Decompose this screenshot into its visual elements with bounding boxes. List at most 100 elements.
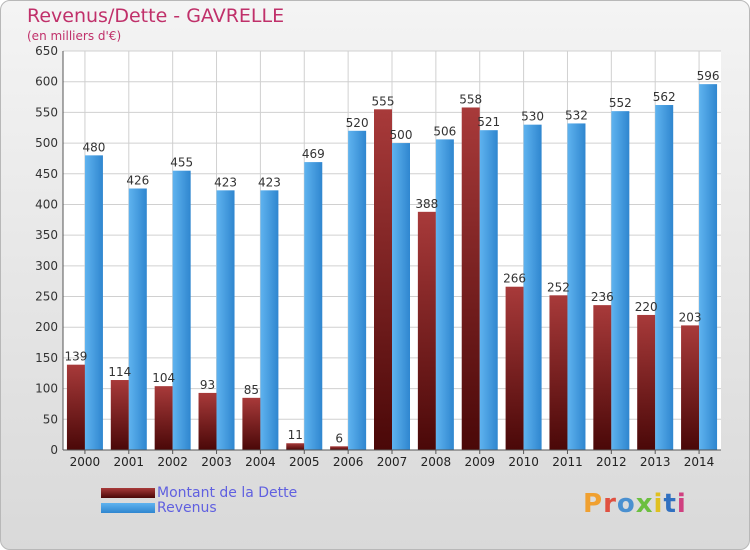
data-label-dette: 388: [415, 197, 438, 211]
legend-swatch-dette: [101, 487, 155, 498]
y-tick-label: 300: [35, 259, 58, 273]
bar-revenus: [128, 188, 147, 451]
bar-revenus: [523, 124, 542, 451]
y-tick-label: 350: [35, 228, 58, 242]
bar-dette: [330, 446, 349, 450]
axes: 0 50 100 150 200 250 300 350 400 450 500 550 600 650 2…: [35, 44, 721, 469]
legend-item-revenus: Revenus: [101, 499, 297, 516]
data-label-dette: 6: [335, 431, 343, 445]
bar-dette: [637, 314, 656, 450]
data-label-revenus: 596: [697, 69, 720, 83]
proxiti-logo: Proxiti: [583, 489, 687, 519]
logo-letter: x: [635, 489, 654, 519]
logo-letter: r: [603, 489, 617, 519]
data-label-dette: 203: [679, 310, 702, 324]
bar-revenus: [567, 123, 586, 451]
data-label-revenus: 562: [653, 90, 676, 104]
legend-item-dette: Montant de la Dette: [101, 484, 298, 501]
data-labels: 139 480 114 426 104 455 93 423 85 423 11 469 6 520555…: [64, 69, 719, 445]
bar-revenus: [216, 190, 235, 450]
x-tick-label: 2009: [464, 455, 495, 469]
data-label-revenus: 480: [82, 140, 105, 154]
data-label-dette: 139: [64, 350, 87, 364]
y-tick-label: 0: [50, 443, 58, 457]
bar-dette: [505, 286, 524, 450]
x-tick-label: 2000: [70, 455, 101, 469]
bar-revenus: [392, 143, 410, 451]
x-tick-label: 2013: [640, 455, 671, 469]
legend-label-dette: Montant de la Dette: [157, 484, 298, 501]
bar-dette: [66, 364, 85, 450]
data-label-revenus: 455: [170, 156, 193, 170]
bar-dette: [681, 325, 700, 450]
data-label-dette: 558: [459, 92, 482, 106]
chart-title: Revenus/Dette - GAVRELLE: [27, 5, 285, 27]
bar-dette: [110, 380, 129, 450]
data-label-revenus: 469: [302, 147, 325, 161]
y-tick-label: 500: [35, 136, 58, 150]
data-label-dette: 220: [635, 300, 658, 314]
bar-revenus: [699, 84, 718, 450]
data-label-dette: 85: [244, 383, 259, 397]
y-tick-label: 400: [35, 197, 58, 211]
bar-dette: [461, 107, 480, 450]
data-label-dette: 104: [152, 371, 175, 385]
bar-dette: [549, 295, 568, 450]
logo-letter: o: [616, 489, 636, 519]
chart-subtitle: (en milliers d'€): [27, 29, 122, 43]
x-tick-label: 2004: [245, 455, 276, 469]
data-label-revenus: 521: [477, 115, 500, 129]
bars: [66, 84, 718, 451]
y-tick-label: 50: [43, 412, 58, 426]
data-label-revenus: 423: [214, 175, 237, 189]
y-tick-label: 600: [35, 75, 58, 89]
data-label-dette: 11: [288, 428, 303, 442]
y-tick-label: 100: [35, 382, 58, 396]
x-tick-label: 2005: [289, 455, 320, 469]
legend: Montant de la Dette Revenus: [101, 484, 298, 516]
logo-letter: i: [676, 489, 687, 519]
bar-revenus: [435, 139, 454, 450]
data-label-revenus: 530: [521, 110, 544, 124]
bar-revenus: [479, 130, 498, 450]
x-tick-label: 2010: [508, 455, 539, 469]
bar-revenus: [348, 130, 367, 451]
data-label-dette: 266: [503, 272, 526, 286]
legend-swatch-revenus: [101, 502, 155, 513]
data-label-revenus: 500: [390, 128, 413, 142]
x-tick-label: 2001: [114, 455, 145, 469]
legend-label-revenus: Revenus: [157, 499, 217, 516]
y-tick-label: 150: [35, 351, 58, 365]
y-tick-label: 650: [35, 44, 58, 58]
x-tick-label: 2014: [684, 455, 715, 469]
y-tick-label: 200: [35, 320, 58, 334]
data-label-revenus: 552: [609, 96, 632, 110]
x-tick-label: 2008: [421, 455, 452, 469]
bar-dette: [286, 443, 305, 450]
logo-letter: i: [653, 489, 664, 519]
bar-dette: [417, 211, 436, 450]
data-label-revenus: 506: [433, 124, 456, 138]
bar-revenus: [304, 162, 323, 451]
x-tick-label: 2003: [201, 455, 232, 469]
x-tick-label: 2011: [552, 455, 583, 469]
x-tick-label: 2006: [333, 455, 364, 469]
data-label-dette: 114: [108, 365, 131, 379]
y-tick-label: 450: [35, 167, 58, 181]
bar-dette: [374, 109, 392, 451]
data-label-revenus: 532: [565, 108, 588, 122]
y-tick-label: 550: [35, 105, 58, 119]
data-label-dette: 555: [372, 94, 395, 108]
data-label-dette: 252: [547, 280, 570, 294]
bar-revenus: [655, 105, 674, 450]
data-label-revenus: 520: [346, 116, 369, 130]
data-label-dette: 236: [591, 290, 614, 304]
x-tick-label: 2012: [596, 455, 627, 469]
bar-dette: [198, 392, 217, 450]
bar-revenus: [172, 170, 191, 450]
bar-dette: [242, 397, 261, 450]
data-label-dette: 93: [200, 378, 215, 392]
bar-revenus: [260, 190, 279, 450]
